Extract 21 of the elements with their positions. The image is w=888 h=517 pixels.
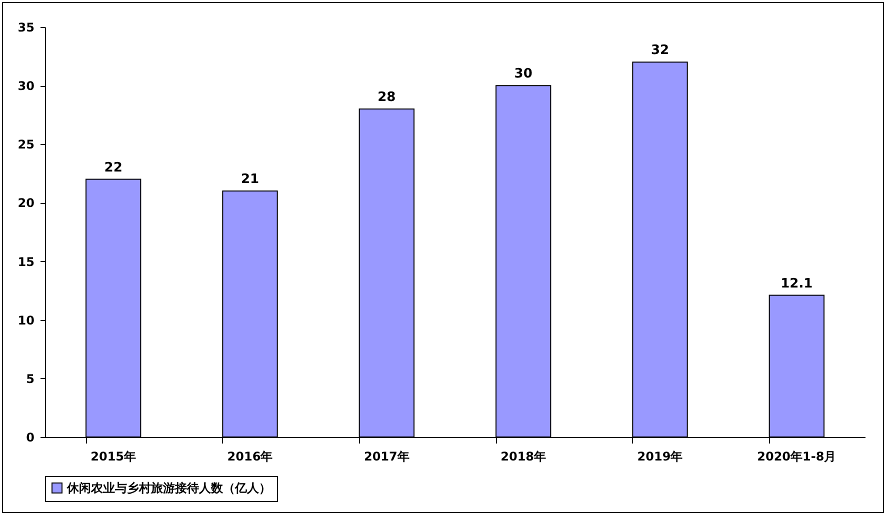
x-tick-label: 2018年 [500,450,546,464]
data-label: 28 [378,90,396,105]
data-label: 12.1 [780,276,813,292]
y-tick-label: 10 [18,313,34,328]
x-tick-label: 2016年 [227,450,273,464]
data-label: 22 [104,160,122,176]
y-tick-label: 5 [26,372,34,386]
x-tick-label: 2020年1-8月 [757,450,836,464]
x-tick-label: 2019年 [637,450,683,464]
y-tick-label: 15 [18,254,34,269]
legend-label: 休闲农业与乡村旅游接待人数（亿人） [66,481,271,495]
y-tick-label: 20 [18,196,34,210]
data-label: 21 [240,172,260,187]
x-tick-label: 2017年 [364,450,410,464]
y-tick-label: 30 [18,79,34,94]
y-tick-label: 35 [18,20,34,34]
y-tick-label: 25 [18,138,34,152]
x-tick-label: 2015年 [90,450,136,464]
data-label: 30 [514,66,532,82]
data-label: 32 [650,43,670,58]
y-tick-label: 0 [26,430,34,444]
